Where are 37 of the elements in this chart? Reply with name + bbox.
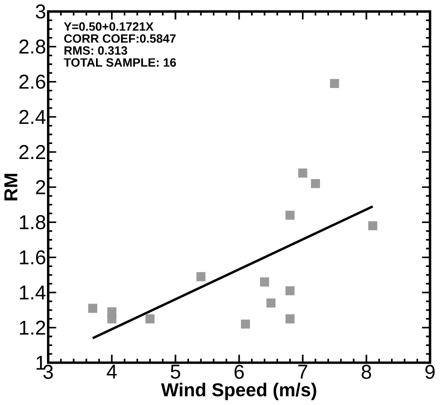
x-tick-label: 9 xyxy=(425,365,435,380)
x-tick-label: 6 xyxy=(234,365,244,380)
point xyxy=(145,314,155,324)
x-tick-label: 5 xyxy=(170,365,180,379)
y-tick-label: 1 xyxy=(36,356,46,370)
annotation: RMS: 0.313 xyxy=(64,46,128,55)
point xyxy=(310,179,320,188)
x-tick-label: 8 xyxy=(362,365,372,380)
annotation: TOTAL SAMPLE: 16 xyxy=(64,58,176,67)
y-tick-label: 3 xyxy=(36,4,46,19)
y-tick-label: 1.4 xyxy=(20,286,46,300)
x-axis-title: Wind Speed (m/s) xyxy=(161,382,316,400)
point xyxy=(285,314,295,324)
point xyxy=(107,314,116,324)
x-tick-label: 7 xyxy=(298,365,308,379)
point xyxy=(88,304,98,314)
point xyxy=(330,79,340,88)
y-tick-label: 1.2 xyxy=(20,320,46,335)
y-axis-title: RM xyxy=(4,174,18,201)
annotation: Y=0.50+0.1721X xyxy=(64,22,154,32)
point xyxy=(266,298,276,308)
y-tick-label: 2.2 xyxy=(19,145,46,160)
y-tick-label: 1.6 xyxy=(20,250,46,265)
point xyxy=(196,272,206,282)
point xyxy=(368,221,378,231)
y-tick-label: 2.4 xyxy=(19,110,46,124)
point xyxy=(285,286,295,296)
x-tick-label: 4 xyxy=(106,365,117,379)
y-tick-label: 2.6 xyxy=(19,74,46,90)
point xyxy=(240,320,250,329)
y-tick-label: 2 xyxy=(36,180,46,194)
point xyxy=(285,210,295,220)
y-tick-label: 1.8 xyxy=(20,215,46,230)
annotation: CORR COEF:0.5847 xyxy=(64,34,176,43)
point xyxy=(260,278,270,287)
y-tick-label: 2.8 xyxy=(19,40,46,54)
point xyxy=(298,168,308,178)
